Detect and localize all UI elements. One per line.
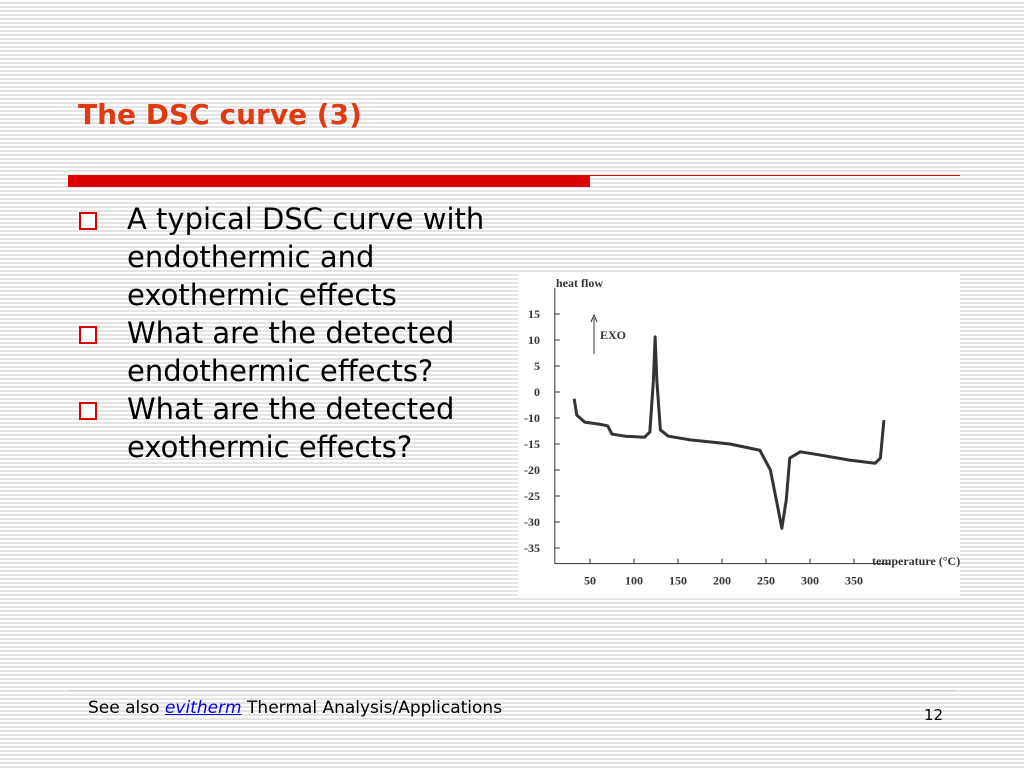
footer-link[interactable]: evitherm bbox=[164, 698, 242, 718]
title-rule-thin bbox=[590, 175, 960, 176]
y-tick-label: -25 bbox=[524, 489, 540, 503]
y-tick-label: 0 bbox=[534, 385, 540, 399]
y-tick-label: 5 bbox=[534, 359, 540, 373]
slide-title: The DSC curve (3) bbox=[78, 98, 362, 131]
x-tick-label: 50 bbox=[584, 574, 596, 588]
page-number: 12 bbox=[924, 706, 944, 724]
bullet-text: What are the detected exothermic effects… bbox=[127, 392, 455, 464]
footer-rule bbox=[68, 690, 956, 691]
bullet: What are the detected exothermic effects… bbox=[76, 390, 492, 466]
chart-background bbox=[518, 272, 960, 598]
curve bbox=[572, 335, 886, 530]
x-tick-label: 200 bbox=[713, 574, 731, 588]
x-tick-label: 150 bbox=[669, 574, 687, 588]
footer-suffix: Thermal Analysis/Applications bbox=[247, 698, 503, 718]
footer-prefix: See also bbox=[88, 698, 160, 718]
x-tick-label: 250 bbox=[757, 574, 775, 588]
annotation: EXO bbox=[600, 328, 626, 342]
bullet: A typical DSC curve with endothermic and… bbox=[76, 200, 492, 314]
x-tick-label: 300 bbox=[801, 574, 819, 588]
y-tick-label: 10 bbox=[528, 333, 540, 347]
y-tick-label: -30 bbox=[524, 515, 540, 529]
y-tick-label: 15 bbox=[528, 307, 540, 321]
y-axis-label: heat flow bbox=[556, 276, 603, 290]
footer: See also evitherm Thermal Analysis/Appli… bbox=[88, 698, 502, 718]
bullet: What are the detected endothermic effect… bbox=[76, 314, 492, 390]
bullet-text: A typical DSC curve with endothermic and… bbox=[127, 202, 485, 312]
bullet-text: What are the detected endothermic effect… bbox=[127, 316, 455, 388]
exo-arrow-head bbox=[590, 313, 598, 323]
x-axis-label: temperature (°C) bbox=[872, 554, 960, 568]
y-tick-label: -15 bbox=[524, 437, 540, 451]
bullet-list: A typical DSC curve with endothermic and… bbox=[76, 200, 496, 466]
x-tick-label: 350 bbox=[845, 574, 863, 588]
y-tick-label: -20 bbox=[524, 463, 540, 477]
y-tick-label: -10 bbox=[524, 411, 540, 425]
y-tick-label: -35 bbox=[524, 541, 540, 555]
x-tick-label: 100 bbox=[625, 574, 643, 588]
title-rule bbox=[68, 175, 590, 187]
